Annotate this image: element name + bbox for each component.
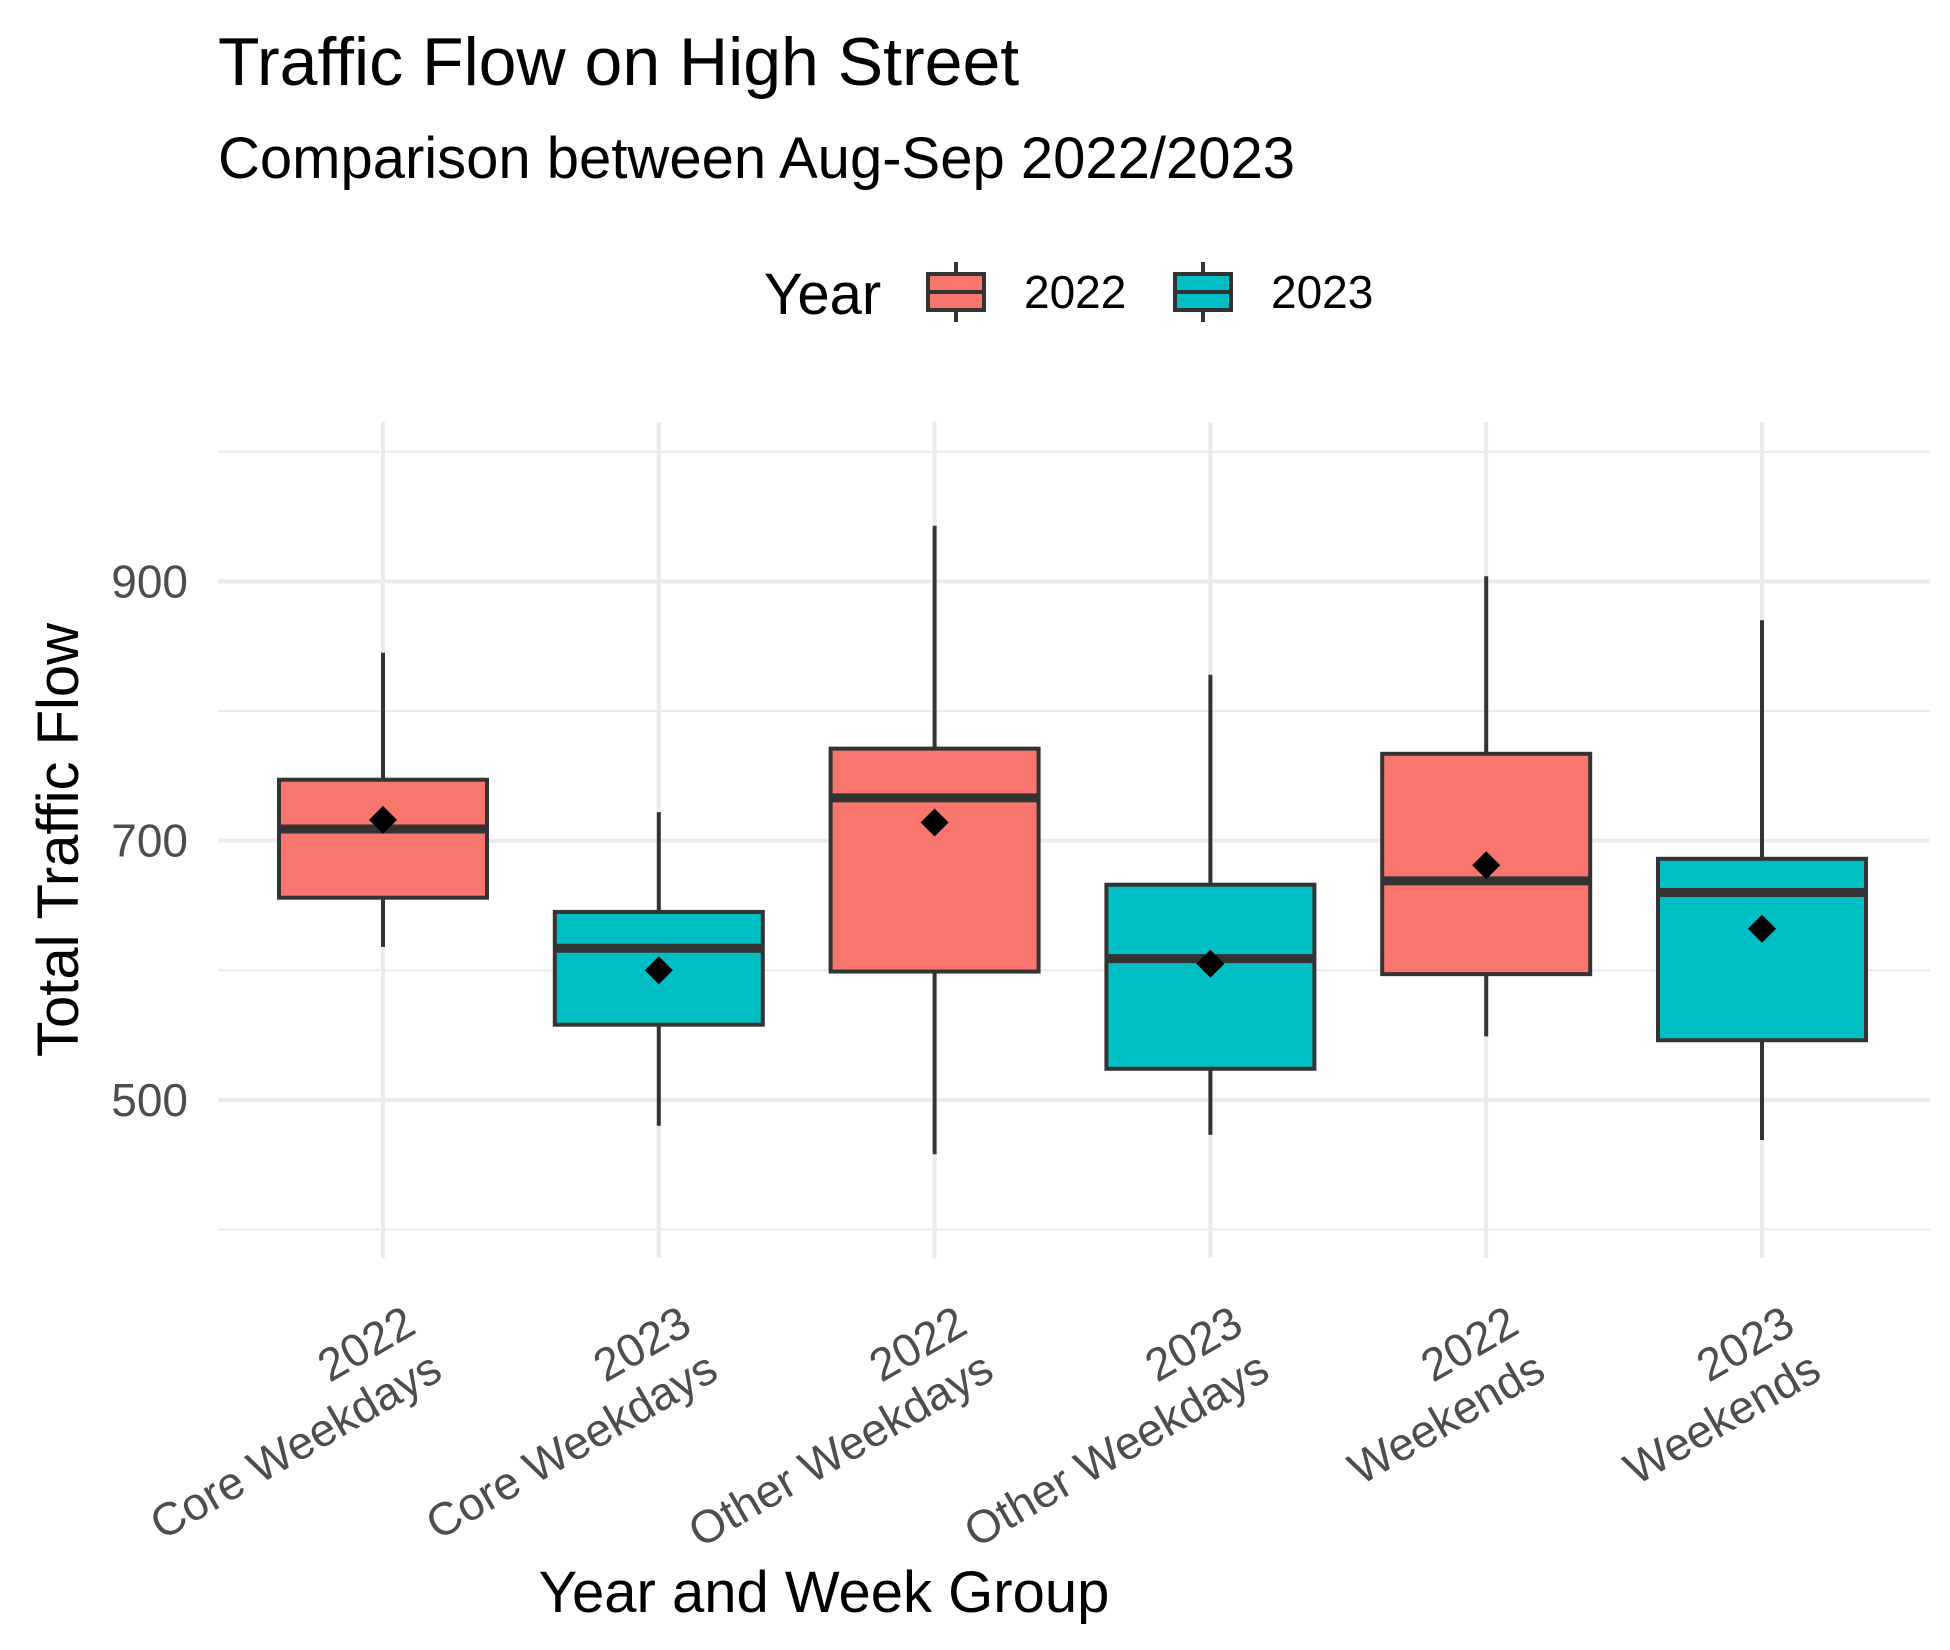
x-tick-label-group: Other Weekdays — [955, 1341, 1277, 1557]
mean-marker — [369, 805, 397, 834]
mean-marker — [1196, 949, 1225, 978]
box-iqr — [828, 746, 1041, 974]
mean-marker — [920, 808, 949, 837]
mean-marker — [644, 956, 673, 985]
box-iqr — [277, 777, 489, 900]
x-axis-title: Year and Week Group — [539, 1560, 1110, 1625]
x-tick-label: 2023Other Weekdays — [929, 1296, 1277, 1558]
legend-label-2022: 2022 — [1024, 266, 1126, 318]
legend-label-2023: 2023 — [1271, 266, 1373, 318]
mean-marker — [1748, 914, 1776, 943]
x-tick-label-group: Other Weekdays — [679, 1341, 1001, 1557]
chart-title: Traffic Flow on High Street — [218, 24, 1020, 100]
y-tick-label: 500 — [111, 1074, 188, 1126]
x-tick-label: 2023Core Weekdays — [390, 1296, 725, 1550]
y-axis-title: Total Traffic Flow — [26, 622, 91, 1057]
x-tick-label: 2022Other Weekdays — [653, 1296, 1001, 1558]
legend-title: Year — [764, 262, 881, 327]
mean-marker — [1472, 851, 1501, 880]
x-tick-label: 2022Weekends — [1313, 1296, 1553, 1495]
x-tick-label-group: Core Weekdays — [141, 1341, 450, 1549]
x-tick-label-group: Core Weekdays — [417, 1341, 726, 1549]
x-tick-label: 2023Weekends — [1589, 1296, 1829, 1495]
x-tick-label: 2022Core Weekdays — [115, 1296, 450, 1550]
chart-subtitle: Comparison between Aug-Sep 2022/2023 — [218, 126, 1295, 191]
y-tick-label: 900 — [111, 555, 188, 607]
box-iqr — [1656, 856, 1868, 1043]
y-tick-label: 700 — [111, 815, 188, 867]
